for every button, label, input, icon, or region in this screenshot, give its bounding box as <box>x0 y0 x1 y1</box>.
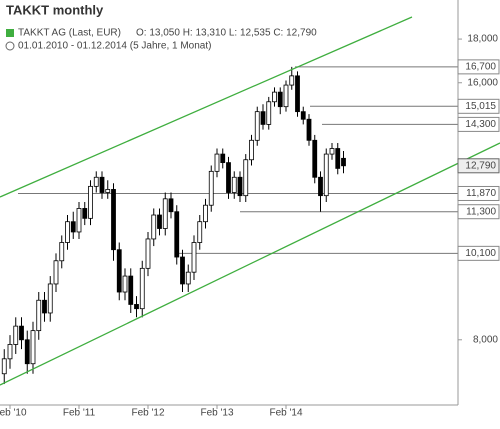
candle-body <box>157 214 162 229</box>
candle-body <box>329 148 335 155</box>
candle-body <box>249 139 254 161</box>
candle-body <box>191 242 197 273</box>
candle-body <box>30 330 36 365</box>
candle-body <box>139 267 145 310</box>
legend-info: O: 13,050 H: 13,310 L: 12,535 C: 12,790 <box>136 28 317 39</box>
candle-body <box>295 75 300 113</box>
level-label: 11,300 <box>466 206 496 217</box>
level-box <box>457 245 500 261</box>
candle-body <box>277 91 283 108</box>
candle-body <box>208 170 214 206</box>
last-box <box>457 158 500 174</box>
level-box <box>457 98 500 114</box>
candle-body <box>24 339 30 365</box>
lower-channel <box>0 142 500 386</box>
level-box <box>457 185 500 201</box>
candle-body <box>174 211 180 258</box>
candle-body <box>341 157 346 167</box>
candle-body <box>180 256 185 285</box>
candle-body <box>300 111 306 120</box>
candle-body <box>19 325 24 341</box>
level-label: 10,100 <box>465 248 496 259</box>
level-label: 11,870 <box>466 188 496 199</box>
level-label: 15,015 <box>465 101 496 112</box>
last-label: 12,790 <box>465 160 496 171</box>
candle-body <box>254 111 260 141</box>
candle-body <box>99 176 105 193</box>
candle-body <box>272 91 277 103</box>
legend-name: TAKKT AG (Last, EUR) <box>18 28 121 39</box>
candle-body <box>185 271 191 285</box>
x-tick-label: Feb '11 <box>63 408 96 419</box>
upper-channel <box>0 16 413 198</box>
candle-body <box>231 176 237 193</box>
candle-body <box>260 111 266 125</box>
plot <box>1 38 462 409</box>
candle-body <box>266 101 272 125</box>
candle-body <box>151 214 157 240</box>
candle-body <box>105 189 111 193</box>
candle-body <box>88 185 93 219</box>
x-tick-label: Feb '10 <box>0 408 27 419</box>
candle-body <box>93 176 99 187</box>
candle-body <box>168 198 174 213</box>
clock-icon <box>5 41 15 51</box>
candle-body <box>283 84 289 108</box>
candle-body <box>7 344 13 360</box>
candle-body <box>53 260 59 285</box>
candle-body <box>214 153 220 172</box>
candle-body <box>116 249 122 293</box>
candle-body <box>162 198 168 229</box>
candle-body <box>47 283 53 314</box>
candle-body <box>335 148 341 169</box>
candle-body <box>36 299 42 332</box>
legend-icon <box>6 29 14 37</box>
candle-body <box>70 221 76 233</box>
candle-body <box>111 189 116 251</box>
candle-body <box>243 159 249 197</box>
candle-body <box>226 162 231 193</box>
x-tick-label: Feb '14 <box>269 408 302 419</box>
x-tick-label: Feb '13 <box>200 408 233 419</box>
y-tick-label: 8,000 <box>473 334 498 345</box>
candle-body <box>197 221 203 243</box>
candle-body <box>59 242 65 262</box>
y-tick-label: 16,000 <box>467 77 498 88</box>
candle-body <box>42 299 47 314</box>
candle-body <box>128 275 134 305</box>
candle-body <box>289 75 295 86</box>
level-box <box>457 116 500 132</box>
period: 01.01.2010 - 01.12.2014 (5 Jahre, 1 Mona… <box>18 41 211 52</box>
candle-body <box>134 304 139 310</box>
candle-body <box>145 238 151 269</box>
candle-body <box>13 325 19 345</box>
candle-body <box>203 204 208 223</box>
candle-body <box>122 275 128 293</box>
candle-body <box>318 176 323 197</box>
level-label: 14,300 <box>465 119 496 130</box>
candle-body <box>65 221 70 243</box>
candle-body <box>306 118 312 141</box>
x-tick-label: Feb '12 <box>131 408 164 419</box>
header-bg <box>0 0 200 54</box>
candle-body <box>312 139 318 178</box>
level-box <box>457 204 500 220</box>
candle-body <box>1 358 7 375</box>
candle-body <box>76 208 82 233</box>
candle-body <box>323 153 329 197</box>
chart-title: TAKKT monthly <box>6 2 104 17</box>
y-tick-label: 18,000 <box>467 34 498 45</box>
level-box <box>457 59 500 75</box>
level-label: 16,700 <box>465 62 496 73</box>
candle-body <box>82 208 88 219</box>
candle-body <box>237 176 243 197</box>
candle-body <box>220 153 226 164</box>
